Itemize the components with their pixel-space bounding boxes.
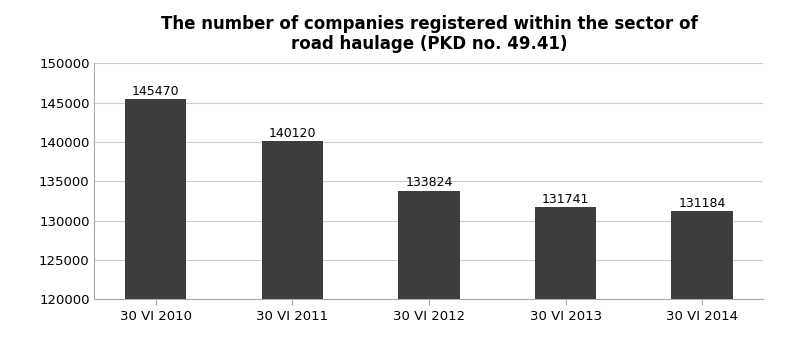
Bar <box>398 190 460 352</box>
Text: 131184: 131184 <box>678 197 726 210</box>
Text: 131741: 131741 <box>542 193 589 206</box>
Bar <box>535 207 597 352</box>
Text: 145470: 145470 <box>131 85 179 98</box>
Bar <box>261 141 323 352</box>
Text: 140120: 140120 <box>268 127 316 140</box>
Title: The number of companies registered within the sector of
road haulage (PKD no. 49: The number of companies registered withi… <box>161 15 697 54</box>
Bar <box>125 99 187 352</box>
Text: 133824: 133824 <box>405 176 453 189</box>
Bar <box>671 211 733 352</box>
